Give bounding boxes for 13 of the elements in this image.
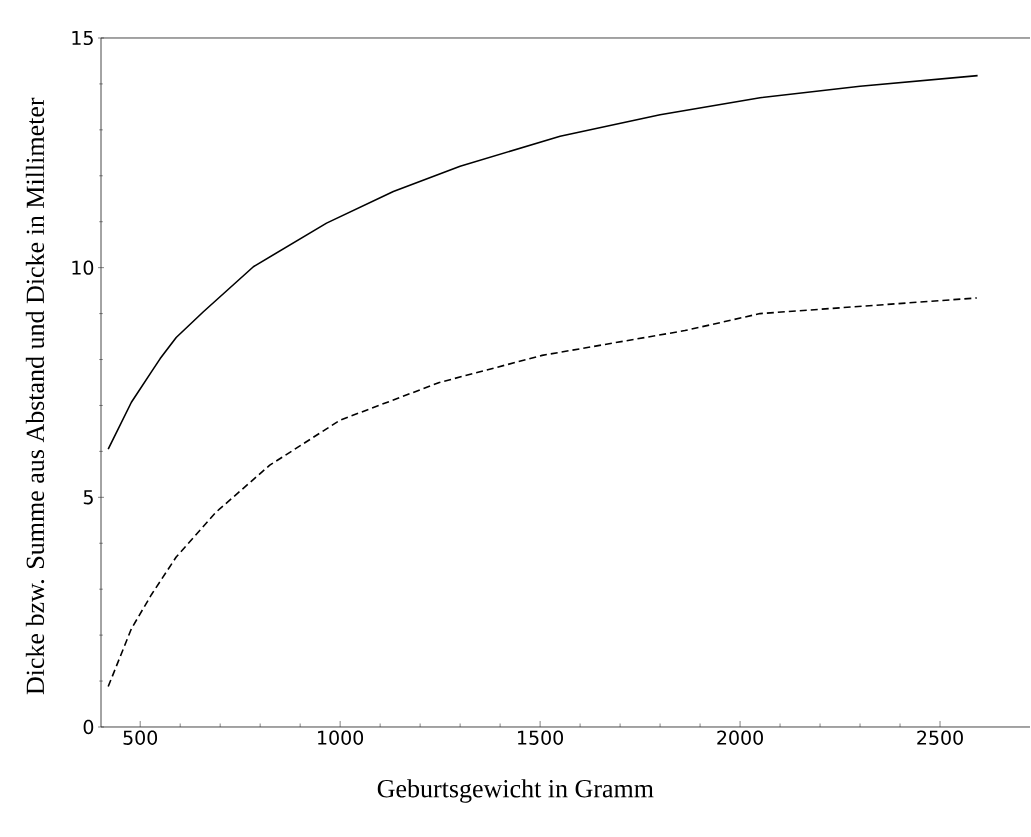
x-axis-title: Geburtsgewicht in Gramm (377, 779, 654, 803)
x-tick-label: 1500 (518, 730, 564, 745)
y-axis-title: Dicke bzw. Summe aus Abstand und Dicke in Millimeter (25, 97, 45, 695)
x-tick-label: 2500 (917, 730, 963, 745)
line-series (107, 74, 979, 450)
x-tick-label: 500 (123, 730, 158, 745)
y-tick-label: 5 (83, 490, 93, 505)
x-tick-label: 2000 (717, 730, 763, 745)
line-series (107, 297, 978, 688)
y-tick-label: 0 (83, 719, 94, 735)
y-tick-label: 10 (72, 260, 94, 275)
x-tick-label: 1000 (318, 730, 364, 745)
y-tick-label: 15 (72, 30, 93, 46)
